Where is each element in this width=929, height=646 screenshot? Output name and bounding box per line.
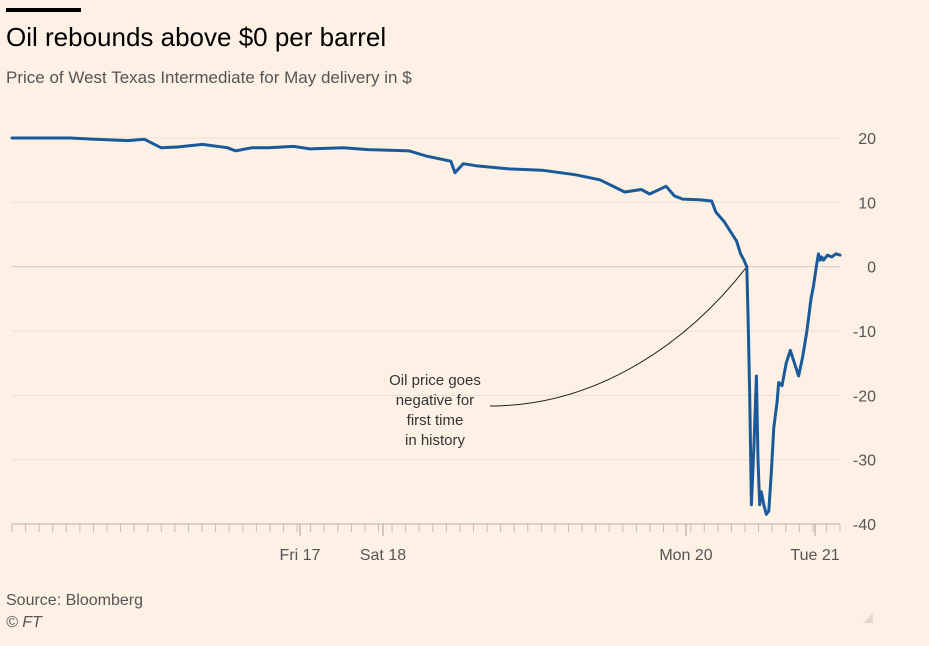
x-tick-label: Tue 21 bbox=[790, 547, 839, 564]
y-tick-label: 10 bbox=[858, 195, 876, 212]
chart-subtitle: Price of West Texas Intermediate for May… bbox=[6, 68, 412, 87]
x-tick-label: Fri 17 bbox=[280, 547, 321, 564]
x-tick-label: Mon 20 bbox=[659, 547, 712, 564]
resize-handle-icon bbox=[863, 613, 873, 623]
y-tick-label: -40 bbox=[853, 517, 876, 534]
gridlines bbox=[12, 137, 840, 461]
copyright-note: © FT bbox=[6, 614, 42, 631]
annotation: Oil price goes negative for first time in h… bbox=[389, 266, 748, 449]
y-tick-label: -20 bbox=[853, 388, 876, 405]
annotation-text: in history bbox=[405, 432, 466, 449]
x-tick-label: Sat 18 bbox=[360, 547, 406, 564]
y-tick-label: -10 bbox=[853, 324, 876, 341]
annotation-text: negative for bbox=[396, 392, 474, 409]
y-tick-label: -30 bbox=[853, 453, 876, 470]
y-tick-label: 0 bbox=[867, 260, 876, 277]
annotation-connector bbox=[489, 266, 748, 407]
source-note: Source: Bloomberg bbox=[6, 592, 143, 609]
y-axis-labels: 20 10 0 -10 -20 -30 -40 bbox=[853, 131, 876, 534]
chart-title: Oil rebounds above $0 per barrel bbox=[6, 22, 387, 52]
annotation-text: Oil price goes bbox=[389, 372, 481, 389]
header-rule bbox=[6, 8, 81, 12]
x-axis bbox=[11, 523, 841, 536]
x-axis-labels: Fri 17 Sat 18 Mon 20 Tue 21 bbox=[280, 547, 840, 564]
series bbox=[10, 136, 842, 516]
y-tick-label: 20 bbox=[858, 131, 876, 148]
series-line bbox=[10, 136, 842, 516]
annotation-text: first time bbox=[407, 412, 464, 429]
